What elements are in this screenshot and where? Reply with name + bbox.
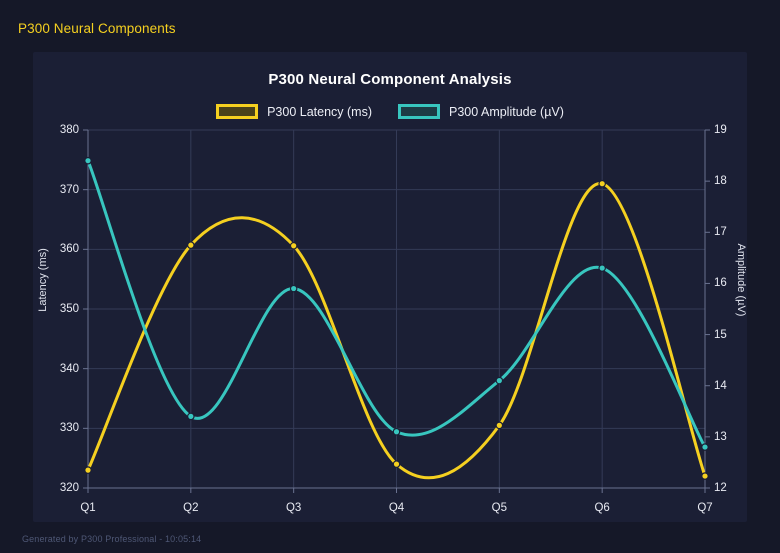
plot-area: Latency (ms) Amplitude (µV) 320 330 340 350…	[33, 52, 747, 522]
data-point-marker[interactable]	[495, 421, 504, 430]
y-axis-right-tick: 18	[714, 175, 727, 188]
legend-item-amplitude[interactable]: P300 Amplitude (µV)	[398, 104, 564, 119]
chart-card: P300 Neural Component Analysis P300 Late…	[33, 52, 747, 522]
y-axis-left-tick: 350	[59, 303, 79, 315]
y-axis-left-tick: 360	[59, 243, 79, 256]
series-amplitude	[84, 156, 709, 451]
chart-title: P300 Neural Component Analysis	[268, 71, 512, 88]
data-point-marker[interactable]	[598, 179, 606, 188]
y-axis-right-tick: 15	[714, 328, 727, 341]
y-axis-right-tick: 17	[714, 226, 727, 239]
data-point-marker[interactable]	[701, 472, 709, 480]
y-axis-left-tick: 320	[59, 482, 79, 494]
y-axis-left-tick: 340	[59, 362, 79, 375]
y-axis-left-tick: 330	[59, 422, 79, 435]
x-axis-tick: Q7	[697, 502, 713, 514]
data-point-marker[interactable]	[495, 376, 504, 385]
data-point-marker[interactable]	[598, 264, 606, 272]
data-point-marker[interactable]	[289, 241, 298, 250]
x-axis-tick: Q1	[80, 502, 96, 514]
x-axis-tick: Q6	[594, 502, 610, 514]
legend-swatch-amplitude	[398, 104, 440, 119]
data-point-marker[interactable]	[84, 156, 92, 165]
y-axis-left-tick: 370	[59, 183, 79, 196]
legend-label-latency: P300 Latency (ms)	[267, 104, 372, 119]
chart-legend: P300 Latency (ms) P300 Amplitude (µV)	[33, 104, 747, 119]
y-axis-right-tick: 12	[714, 482, 727, 494]
legend-swatch-latency	[216, 104, 259, 119]
data-point-marker[interactable]	[701, 443, 709, 451]
app-title: P300 Neural Components	[18, 21, 176, 36]
y-axis-right-tick: 14	[714, 379, 727, 392]
data-point-marker[interactable]	[187, 412, 195, 421]
data-point-marker[interactable]	[289, 284, 298, 293]
chart-plot-svg	[83, 129, 710, 493]
legend-item-latency[interactable]: P300 Latency (ms)	[216, 104, 372, 119]
data-point-marker[interactable]	[392, 460, 401, 468]
data-point-marker[interactable]	[187, 241, 195, 249]
data-point-marker[interactable]	[84, 466, 92, 474]
x-axis-tick: Q5	[491, 502, 507, 514]
legend-label-amplitude: P300 Amplitude (µV)	[449, 104, 564, 119]
x-axis-tick: Q3	[285, 502, 302, 514]
series-latency	[84, 179, 709, 480]
y-axis-right-tick: 19	[714, 124, 727, 136]
x-axis-tick: Q2	[183, 502, 199, 514]
y-axis-right-tick: 16	[714, 277, 727, 290]
x-axis-tick: Q4	[388, 502, 405, 514]
footer-note: Generated by P300 Professional - 10:05:1…	[22, 534, 202, 544]
y-axis-left-tick: 380	[59, 124, 79, 136]
y-axis-right-tick: 13	[714, 430, 727, 443]
data-point-marker[interactable]	[392, 427, 401, 436]
